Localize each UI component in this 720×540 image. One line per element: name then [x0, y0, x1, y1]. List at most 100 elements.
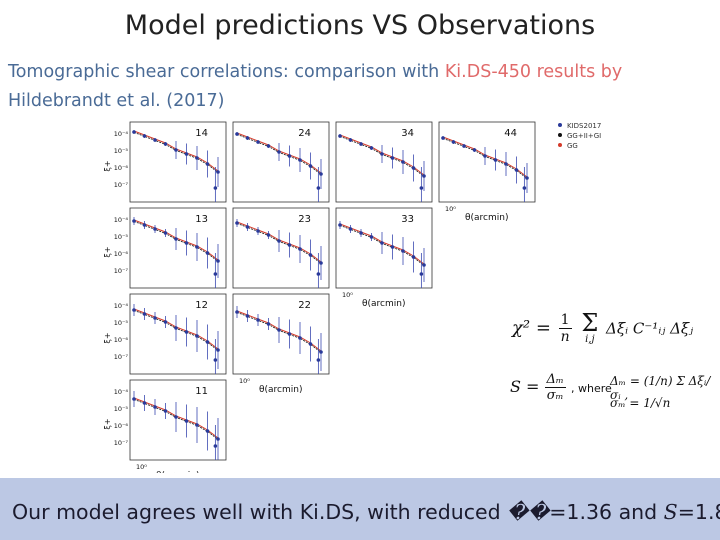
kids-point — [277, 239, 281, 243]
kids-point — [142, 312, 147, 316]
panel-23: 23 — [232, 207, 330, 289]
footer-text-mid: =1.36 and — [549, 500, 664, 524]
kids-point — [462, 144, 466, 148]
footer-banner: Our model agrees well with Ki.DS, with r… — [0, 478, 720, 540]
kids-point — [319, 172, 323, 176]
chi2-sum-symbol: Σ — [581, 309, 599, 337]
legend-label: GG+II+GI — [567, 132, 601, 140]
kids-point — [277, 150, 281, 154]
y-tick-label: 10⁻⁷ — [114, 439, 129, 447]
kids-point — [256, 229, 260, 233]
panel-13: 13 10⁻⁴ 10⁻⁵ 10⁻⁶ 10⁻⁷ ξ+ — [103, 207, 227, 289]
kids-point — [163, 409, 168, 413]
panel-label: 11 — [195, 386, 208, 397]
panel-label: 13 — [195, 214, 208, 225]
kids-point-low — [316, 186, 321, 190]
tomographic-figure: 14 10⁻⁴ 10⁻⁵ 10⁻⁶ 10⁻⁷ ξ+ 24 34 44 13 10⁻⁴ 10⁻⁵ 10⁻⁶… — [103, 121, 601, 473]
kids-point-low — [316, 358, 321, 362]
chi2-fraction: 1 n — [558, 312, 572, 345]
panel-frame — [335, 121, 433, 203]
kids-point — [287, 332, 292, 336]
kids-point — [266, 233, 271, 237]
kids-point — [235, 221, 239, 225]
kids-point — [142, 134, 147, 138]
kids-point — [184, 241, 189, 245]
kids-point — [359, 142, 363, 146]
kids-point — [380, 241, 384, 245]
kids-point — [401, 249, 405, 253]
kids-point — [205, 429, 210, 433]
kids-point — [216, 170, 220, 174]
delta-equation: Δₘ = (1/n) Σ Δξᵢ/σᵢ , — [610, 374, 720, 402]
chi2-frac-den: n — [560, 329, 570, 345]
panel-frame — [129, 293, 227, 375]
x-axis-label: θ(arcmin) — [156, 471, 199, 473]
panel-grid: 14 10⁻⁴ 10⁻⁵ 10⁻⁶ 10⁻⁷ ξ+ 24 34 44 13 10⁻⁴ 10⁻⁵ 10⁻⁶… — [103, 121, 536, 461]
s-num: Δₘ — [544, 372, 566, 388]
panel-frame — [335, 207, 433, 289]
kids-point — [266, 322, 271, 326]
kids-point — [319, 261, 323, 265]
kids-point-low — [213, 444, 218, 448]
kids-point — [319, 350, 323, 354]
kids-point — [195, 423, 199, 427]
y-tick-label: 10⁻⁶ — [114, 422, 129, 430]
kids-point — [256, 140, 260, 144]
panel-label: 14 — [195, 128, 208, 139]
axis-labels: 10⁰ θ(arcmin) 10⁰ θ(arcmin) 10⁰ θ(arcmin) 10⁰ θ… — [136, 205, 508, 473]
chi2-body: Δξᵢ C⁻¹ᵢⱼ Δξⱼ — [606, 319, 694, 338]
kids-point — [401, 160, 405, 164]
kids-point — [216, 348, 220, 352]
kids-point — [411, 166, 416, 170]
panel-label: 34 — [401, 128, 414, 139]
kids-point — [369, 235, 374, 239]
kids-point — [380, 152, 384, 156]
legend-marker — [558, 143, 562, 147]
y-tick-label: 10⁻⁵ — [114, 233, 129, 241]
kids-point — [245, 314, 250, 318]
kids-point — [348, 138, 353, 142]
panel-14: 14 10⁻⁴ 10⁻⁵ 10⁻⁶ 10⁻⁷ ξ+ — [103, 121, 227, 203]
x-tick-label: 10⁰ — [445, 205, 456, 213]
kids-point — [298, 247, 302, 251]
panel-frame — [129, 379, 227, 461]
kids-point — [493, 158, 498, 162]
kids-point — [184, 330, 189, 334]
legend-marker — [558, 123, 562, 127]
kids-point — [153, 138, 157, 142]
where-text: , where — [571, 382, 612, 395]
kids-point — [308, 164, 313, 168]
s-lhs: S = — [510, 377, 540, 396]
kids-point — [163, 231, 168, 235]
kids-point — [287, 243, 292, 247]
s-fraction: Δₘ σₘ — [544, 372, 566, 403]
panel-frame — [232, 121, 330, 203]
s-den: σₘ — [546, 388, 564, 403]
kids-point — [235, 132, 239, 136]
footer-glyph: �� — [507, 500, 550, 524]
kids-point — [256, 318, 260, 322]
chi2-lhs: χ² = — [512, 317, 551, 339]
footer-text: Our model agrees well with Ki.DS, with r… — [12, 500, 720, 524]
kids-point — [174, 148, 178, 152]
panel-frame — [129, 207, 227, 289]
x-tick-label: 10⁰ — [342, 291, 353, 299]
chi2-sum: Σ i,j — [581, 309, 599, 345]
kids-point-low — [213, 358, 218, 362]
delta-rhs: (1/n) Σ Δξᵢ/σᵢ , — [610, 374, 711, 402]
panel-11: 11 10⁻⁴ 10⁻⁵ 10⁻⁶ 10⁻⁷ ξ+ — [103, 379, 227, 461]
kids-point — [245, 136, 250, 140]
kids-point — [298, 158, 302, 162]
sigma-equation: σₘ = 1/√n — [610, 396, 670, 410]
kids-point — [369, 146, 374, 150]
kids-point — [153, 227, 157, 231]
panel-label: 44 — [504, 128, 517, 139]
kids-point — [205, 251, 210, 255]
kids-point — [338, 134, 342, 138]
panel-label: 24 — [298, 128, 311, 139]
delta-lhs: Δₘ = — [610, 374, 640, 388]
kids-point — [308, 253, 313, 257]
panel-label: 23 — [298, 214, 311, 225]
kids-point-low — [316, 272, 321, 276]
y-tick-label: 10⁻⁵ — [114, 147, 129, 155]
